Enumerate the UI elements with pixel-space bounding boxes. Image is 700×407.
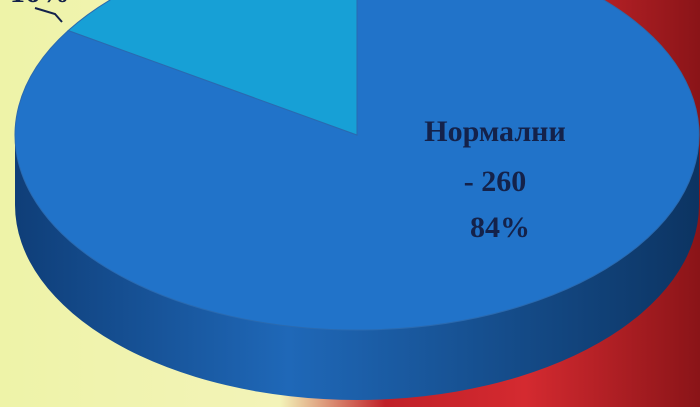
slice-percent: 84% [440,203,560,253]
slice-label: Нормални - 260 [420,107,570,207]
pie [15,0,699,400]
chart [0,0,700,407]
screenshot: Нормални - 260 84% 16% [0,0,700,407]
slice-percent: 16% [0,0,80,18]
